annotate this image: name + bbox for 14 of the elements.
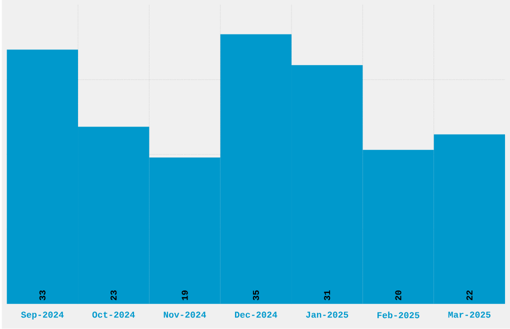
data-label: 31 [324,290,330,300]
data-label: 22 [466,290,472,300]
x-tick-label: Feb-2025 [377,312,420,318]
data-label: 23 [110,290,117,300]
data-label: 19 [182,290,188,300]
x-tick-label: Jan-2025 [306,312,348,318]
data-label: 35 [252,290,259,300]
x-tick-label: Oct-2024 [92,312,135,318]
data-label: 33 [39,290,46,300]
x-tick-label: Dec-2024 [235,312,278,318]
data-label: 20 [395,290,402,300]
x-tick-label: Sep-2024 [21,312,64,320]
x-tick-label: Nov-2024 [164,312,206,318]
x-tick-label: Mar-2025 [448,312,490,318]
